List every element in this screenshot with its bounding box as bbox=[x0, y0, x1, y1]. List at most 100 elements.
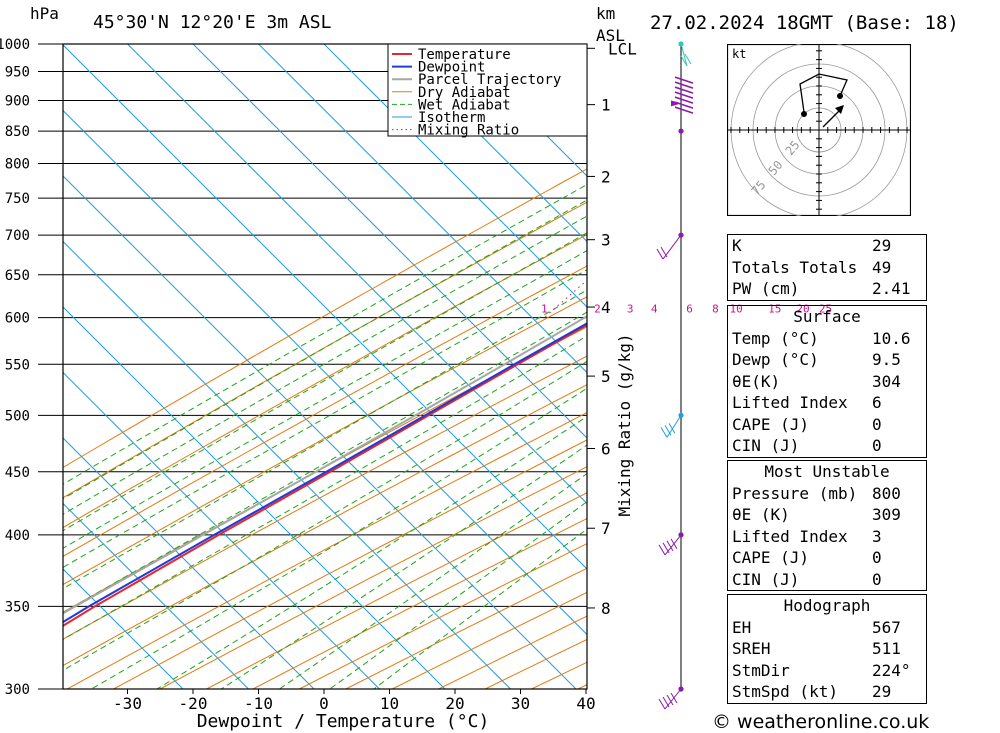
mixing-ratio-label: 3 bbox=[627, 303, 634, 316]
x-axis-title: Dewpoint / Temperature (°C) bbox=[197, 711, 490, 732]
hodograph-table: Hodograph EH 567 SREH 511 StmDir 224° StmSp… bbox=[727, 594, 927, 704]
legend-label: Dewpoint bbox=[418, 60, 485, 76]
mu-row: CIN (J) 0 bbox=[732, 569, 882, 589]
pressure-label: 550 bbox=[5, 357, 30, 373]
pressure-label: 300 bbox=[5, 682, 30, 698]
wind-barb bbox=[671, 100, 681, 107]
pressure-unit-label: hPa bbox=[30, 4, 59, 23]
storm-motion-arrowhead bbox=[835, 105, 844, 114]
dry-adiabat bbox=[206, 492, 587, 689]
temperature-tick-label: 0 bbox=[319, 694, 329, 713]
wet-adiabat bbox=[63, 269, 587, 568]
isotherm-line bbox=[63, 175, 577, 689]
dry-adiabat bbox=[159, 466, 587, 689]
wind-barb bbox=[674, 91, 694, 99]
isotherm-line bbox=[258, 44, 587, 374]
pressure-label: 950 bbox=[5, 64, 30, 80]
isotherm-line bbox=[63, 306, 446, 689]
altitude-label: 3 bbox=[601, 231, 611, 250]
wind-barb bbox=[656, 234, 682, 260]
hodo-row: EH 567 bbox=[732, 617, 901, 637]
background-lines bbox=[63, 44, 587, 689]
surface-title: Surface bbox=[793, 307, 861, 326]
isotherm-line bbox=[323, 44, 587, 308]
mu-row: CAPE (J) 0 bbox=[732, 548, 882, 567]
surface-row: θE(K) 304 bbox=[732, 371, 901, 391]
dry-adiabat bbox=[63, 201, 587, 499]
surface-row: Temp (°C) 10.6 bbox=[732, 328, 911, 348]
dry-adiabat bbox=[63, 355, 587, 640]
hodograph-point bbox=[837, 93, 843, 99]
altitude-label: 1 bbox=[601, 96, 611, 115]
wind-barb bbox=[674, 86, 694, 94]
indices-table: K 29 Totals Totals 49 PW (cm) 2.41 bbox=[727, 234, 927, 301]
hodo-row: SREH 511 bbox=[732, 639, 901, 658]
mu-row: Pressure (mb) 800 bbox=[732, 483, 901, 503]
temperature-axis: -30 -20 -10 0 10 20 30 40 bbox=[113, 689, 596, 713]
surface-row: Dewp (°C) 9.5 bbox=[732, 350, 901, 369]
dry-adiabat bbox=[113, 439, 587, 689]
dry-adiabat bbox=[67, 412, 587, 689]
pressure-label: 650 bbox=[5, 268, 30, 284]
isotherm-line bbox=[454, 44, 587, 177]
altitude-axis: 8 7 6 5 4 3 2 1 LCL bbox=[587, 39, 637, 618]
hodograph-table-title: Hodograph bbox=[783, 596, 871, 615]
pressure-label: 450 bbox=[5, 465, 30, 481]
temperature-line bbox=[63, 323, 587, 628]
hodograph-point bbox=[801, 111, 807, 117]
copyright[interactable]: © weatheronline.co.uk bbox=[712, 711, 930, 733]
altitude-label: 7 bbox=[601, 519, 611, 538]
wind-barb bbox=[674, 81, 694, 89]
pressure-axis: 300 350 400 450 500 550 600 650 700 750 800 850 900 9… bbox=[0, 37, 63, 698]
altitude-label: LCL bbox=[608, 39, 637, 58]
mu-row: Lifted Index 3 bbox=[732, 526, 882, 546]
isotherm-line bbox=[63, 109, 587, 636]
mixing-ratio-label: 2 bbox=[594, 303, 601, 316]
dry-adiabat bbox=[63, 168, 587, 469]
altitude-label: 4 bbox=[601, 298, 611, 317]
pressure-label: 700 bbox=[5, 228, 30, 244]
pressure-label: 400 bbox=[5, 528, 30, 544]
wind-barb bbox=[674, 76, 694, 84]
pressure-label: 600 bbox=[5, 311, 30, 327]
hodograph-trace bbox=[799, 73, 848, 113]
mixing-ratio-label: 1 bbox=[541, 303, 548, 316]
wind-barb bbox=[658, 534, 682, 556]
altitude-label: 8 bbox=[601, 599, 611, 618]
altitude-label: 2 bbox=[601, 167, 611, 186]
isotherm-line bbox=[127, 44, 587, 505]
mixing-ratio-label: 6 bbox=[686, 303, 693, 316]
km-label: km bbox=[596, 4, 616, 23]
wet-adiabat bbox=[156, 415, 587, 689]
legend-label: Isotherm bbox=[418, 110, 485, 126]
mixing-ratio-label: 4 bbox=[651, 303, 658, 316]
dry-adiabat bbox=[63, 296, 587, 586]
surface-row: Lifted Index 6 bbox=[732, 393, 882, 412]
wind-barb bbox=[680, 43, 692, 67]
wet-adiabat bbox=[63, 250, 587, 549]
pressure-label: 750 bbox=[5, 191, 30, 207]
temperature-tick-label: 10 bbox=[380, 694, 399, 713]
isotherm-line bbox=[63, 44, 587, 570]
wind-level-dot bbox=[678, 128, 684, 134]
wet-adiabat bbox=[63, 335, 587, 641]
location-title: 45°30'N 12°20'E 3m ASL bbox=[93, 12, 332, 33]
temperature-tick-label: 20 bbox=[445, 694, 464, 713]
pressure-label: 1000 bbox=[0, 37, 30, 53]
dewpoint-line bbox=[63, 322, 587, 624]
index-row: PW (cm) 2.41 bbox=[732, 279, 911, 298]
temperature-tick-label: -10 bbox=[244, 694, 273, 713]
temperature-tick-label: 30 bbox=[511, 694, 530, 713]
plot-frame bbox=[62, 43, 588, 690]
hodograph-ticks bbox=[730, 50, 908, 210]
wet-adiabat bbox=[63, 232, 587, 532]
hodo-row: StmSpd (kt) 29 bbox=[732, 682, 892, 701]
wind-barb bbox=[658, 688, 682, 710]
isotherm-line bbox=[63, 371, 380, 689]
dry-adiabat bbox=[63, 265, 587, 557]
temperature-tick-label: 40 bbox=[576, 694, 595, 713]
surface-row: CIN (J) 0 bbox=[732, 436, 882, 455]
altitude-label: 5 bbox=[601, 367, 611, 386]
hodograph-unit: kt bbox=[732, 47, 746, 61]
